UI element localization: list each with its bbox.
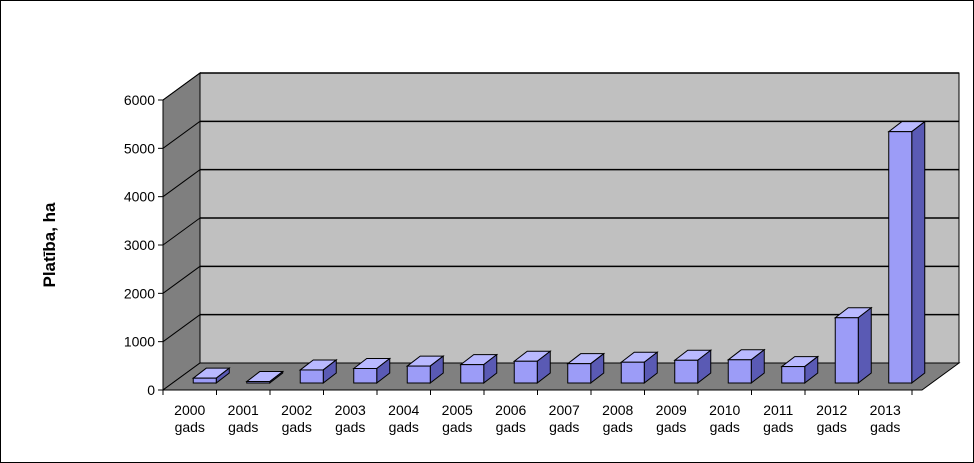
x-tick-label: 2001 gads — [228, 402, 259, 435]
gridline-side — [162, 265, 201, 294]
bar-front — [834, 317, 859, 384]
bar-front — [674, 359, 699, 384]
bar — [726, 348, 766, 385]
bar — [673, 349, 713, 385]
gridline-side — [162, 72, 201, 101]
y-tick-label: 5000 — [124, 140, 155, 156]
bar — [619, 351, 659, 385]
gridline-side — [162, 217, 201, 246]
y-tick-label: 3000 — [124, 237, 155, 253]
bar-side — [857, 306, 872, 385]
x-tick-label: 2005 gads — [442, 402, 473, 435]
x-tick-label: 2003 gads — [335, 402, 366, 435]
x-tick-label: 2007 gads — [549, 402, 580, 435]
bar-front — [620, 361, 645, 384]
x-tick-label: 2000 gads — [174, 402, 205, 435]
x-tick-label: 2012 gads — [816, 402, 847, 435]
y-tick-label: 4000 — [124, 189, 155, 205]
x-tick-label: 2006 gads — [495, 402, 526, 435]
y-tick-label: 1000 — [124, 334, 155, 350]
bar-front — [299, 369, 324, 384]
bar — [298, 358, 338, 385]
gridline-side — [162, 120, 201, 149]
bar-front — [460, 364, 485, 384]
bar-front — [246, 381, 271, 384]
bar — [459, 353, 499, 385]
bar — [833, 306, 873, 385]
x-tick-label: 2011 gads — [763, 402, 793, 435]
bar — [566, 352, 606, 385]
x-tick-label: 2002 gads — [281, 402, 312, 435]
bar-front — [888, 131, 913, 384]
bar — [405, 355, 445, 385]
bar-front — [353, 368, 378, 384]
y-tick-label: 2000 — [124, 285, 155, 301]
bar — [191, 367, 231, 385]
x-tick-label: 2009 gads — [656, 402, 687, 435]
bar — [780, 355, 820, 385]
x-tick-label: 2004 gads — [388, 402, 419, 435]
gridline-side — [162, 169, 201, 198]
x-tick-label: 2010 gads — [709, 402, 740, 435]
bar-front — [406, 365, 431, 384]
y-tick-label: 6000 — [124, 92, 155, 108]
bar — [887, 120, 927, 385]
bar-front — [567, 363, 592, 384]
gridline-side — [162, 314, 201, 343]
bar-side — [911, 120, 926, 385]
bar — [245, 370, 285, 385]
bar-front — [781, 366, 806, 384]
x-tick-label: 2013 gads — [870, 402, 901, 435]
x-tick-label: 2008 gads — [602, 402, 633, 435]
bar-front — [192, 377, 217, 384]
y-tick-label: 0 — [147, 382, 155, 398]
bar — [352, 357, 392, 385]
bar — [512, 350, 552, 385]
bar-front — [513, 360, 538, 384]
y-axis-title: Platība, ha — [40, 202, 59, 288]
bar-front — [727, 359, 752, 384]
